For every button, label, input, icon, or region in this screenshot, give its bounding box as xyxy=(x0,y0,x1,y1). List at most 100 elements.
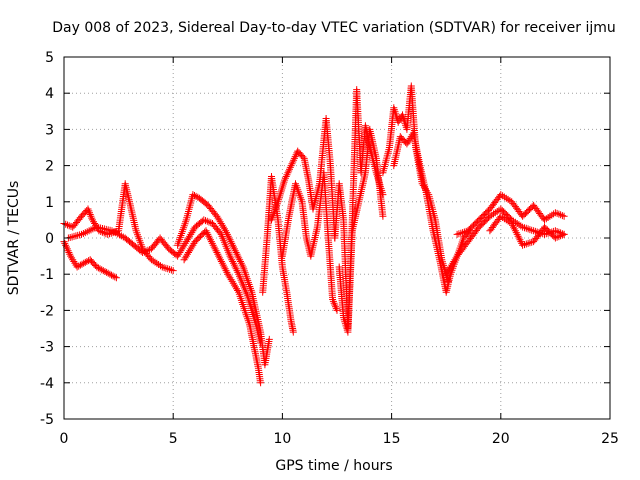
data-point xyxy=(504,217,512,225)
data-point xyxy=(511,227,519,235)
data-point xyxy=(230,245,238,253)
data-point xyxy=(207,236,214,244)
data-point xyxy=(493,208,501,215)
data-point xyxy=(189,241,197,249)
data-point xyxy=(235,254,243,262)
data-point xyxy=(67,222,75,230)
data-point xyxy=(522,224,530,232)
data-point xyxy=(151,258,159,266)
data-point xyxy=(216,229,224,237)
data-point xyxy=(213,249,221,256)
data-point xyxy=(68,254,76,262)
data-point xyxy=(558,231,566,239)
series-track xyxy=(174,191,273,369)
data-point xyxy=(86,209,93,217)
data-point xyxy=(460,228,468,236)
data-point xyxy=(531,227,539,235)
data-point xyxy=(139,249,147,256)
data-point xyxy=(406,134,414,142)
y-tick-label: 3 xyxy=(45,122,54,138)
data-point xyxy=(330,299,338,307)
data-point xyxy=(216,254,224,262)
series-track xyxy=(442,205,568,278)
data-point xyxy=(488,211,496,219)
data-point xyxy=(541,216,548,224)
data-point xyxy=(90,218,97,226)
data-point xyxy=(331,301,339,309)
series-track xyxy=(331,86,387,332)
data-point xyxy=(332,305,340,313)
data-point xyxy=(286,163,294,171)
data-point xyxy=(93,263,101,271)
x-tick-label: 10 xyxy=(273,431,291,447)
data-point xyxy=(180,241,188,249)
x-tick-label: 20 xyxy=(492,431,510,447)
data-point xyxy=(227,276,235,284)
data-point xyxy=(63,245,71,253)
data-point xyxy=(214,250,222,258)
data-point xyxy=(76,261,84,269)
y-tick-label: -5 xyxy=(40,412,54,428)
data-point xyxy=(217,258,225,265)
data-point xyxy=(182,252,190,260)
data-point xyxy=(227,254,235,262)
y-tick-label: -2 xyxy=(40,303,54,319)
data-point xyxy=(486,212,494,220)
data-point xyxy=(544,214,552,221)
data-point xyxy=(205,232,213,240)
data-point xyxy=(186,232,194,240)
data-point xyxy=(185,249,192,256)
data-point xyxy=(181,254,189,262)
data-point xyxy=(160,264,168,272)
data-point xyxy=(180,256,188,264)
data-point xyxy=(215,216,223,224)
data-point xyxy=(183,250,191,258)
data-point xyxy=(233,250,241,258)
x-tick-label: 25 xyxy=(601,431,619,447)
data-point xyxy=(224,270,232,278)
data-point xyxy=(214,214,222,222)
data-point xyxy=(204,230,212,238)
data-point xyxy=(225,234,233,242)
data-point xyxy=(332,303,339,311)
data-point xyxy=(212,247,220,255)
data-point xyxy=(228,256,236,264)
data-point xyxy=(231,263,239,271)
data-points xyxy=(60,82,568,387)
data-point xyxy=(560,212,568,220)
data-point xyxy=(508,220,516,227)
series-track xyxy=(60,238,120,282)
data-point xyxy=(289,158,297,166)
data-point xyxy=(234,252,242,260)
data-point xyxy=(515,234,523,242)
data-point xyxy=(203,217,211,225)
data-point xyxy=(548,211,556,219)
data-point xyxy=(69,256,77,264)
data-point xyxy=(234,268,242,276)
data-point xyxy=(230,281,238,289)
data-point xyxy=(526,239,534,247)
data-point xyxy=(558,212,566,220)
series-track xyxy=(259,173,297,336)
data-point xyxy=(78,260,86,268)
data-point xyxy=(497,191,505,199)
data-point xyxy=(192,192,200,200)
data-point xyxy=(112,274,120,282)
data-point xyxy=(453,230,461,238)
data-point xyxy=(200,216,208,224)
data-point xyxy=(176,249,184,256)
series-track xyxy=(180,227,265,387)
data-point xyxy=(530,227,538,235)
data-point xyxy=(233,285,240,293)
data-point xyxy=(99,267,107,275)
data-point xyxy=(189,191,197,199)
data-point xyxy=(158,263,166,271)
data-point xyxy=(188,229,196,237)
data-point xyxy=(167,266,175,274)
y-tick-label: -3 xyxy=(40,340,54,356)
y-tick-label: -1 xyxy=(40,267,54,283)
series-track xyxy=(60,180,177,275)
data-point xyxy=(177,247,185,255)
y-tick-label: 1 xyxy=(45,195,54,211)
data-point xyxy=(64,247,72,255)
